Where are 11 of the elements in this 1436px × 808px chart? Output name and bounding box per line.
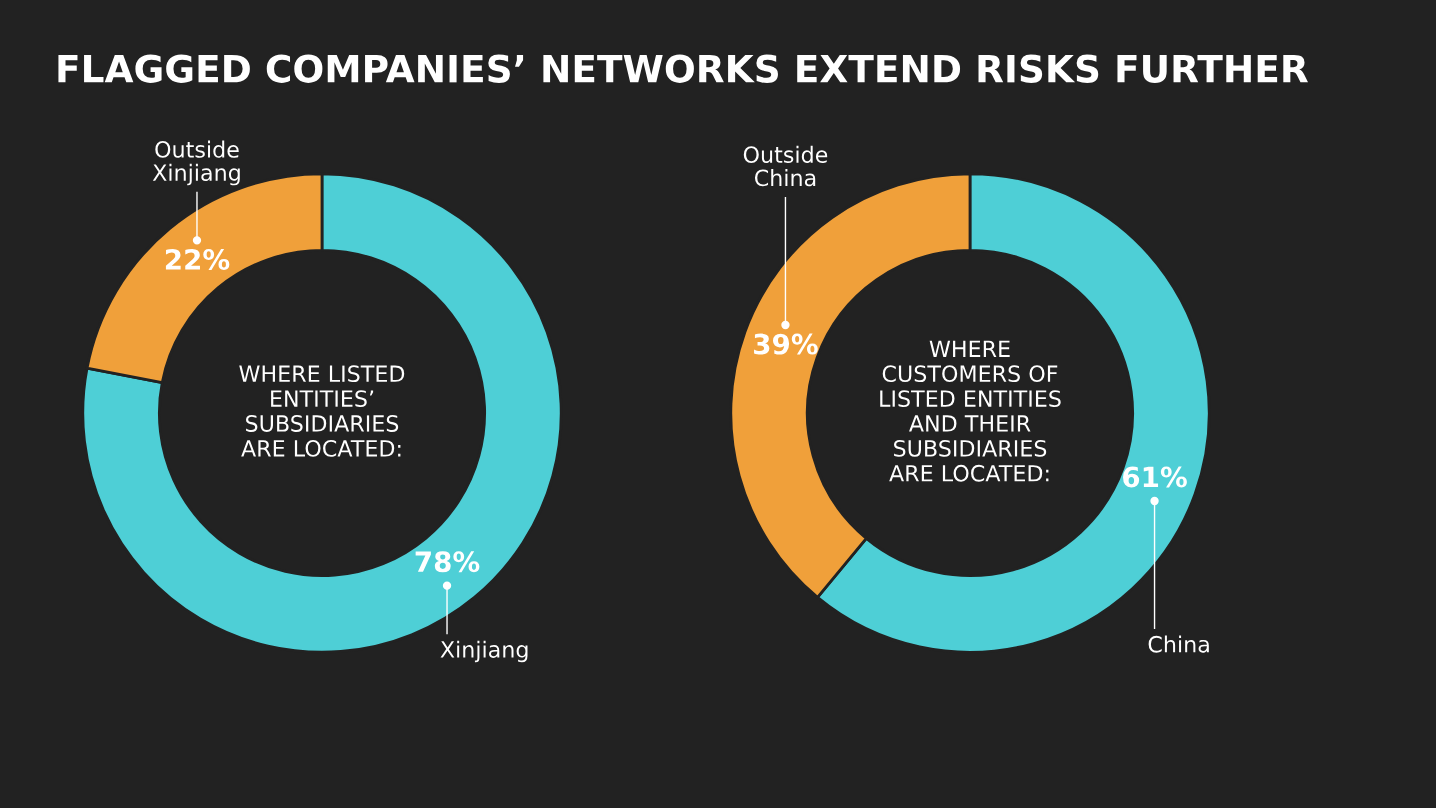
text: WHERE LISTED ENTITIES’ SUBSIDIARIES ARE LOCATED: <box>239 365 405 457</box>
slice-label: Outside Xinjiang <box>152 140 240 186</box>
slice-label: Xinjiang <box>440 640 528 663</box>
data-label: 39% <box>754 333 818 355</box>
text: WHERE CUSTOMERS OF LISTED ENTITIES AND THEIR SUBSIDIARIES ARE LOCATED: <box>880 340 1061 482</box>
data-label: 78% <box>415 551 480 573</box>
slice-label: China <box>1148 635 1209 653</box>
data-label: 61% <box>1123 466 1187 488</box>
text: FLAGGED COMPANIES’ NETWORKS EXTEND RISKS FURTHER <box>58 54 1308 83</box>
slice-label: Outside China <box>743 145 828 187</box>
data-label: 22% <box>165 248 230 270</box>
